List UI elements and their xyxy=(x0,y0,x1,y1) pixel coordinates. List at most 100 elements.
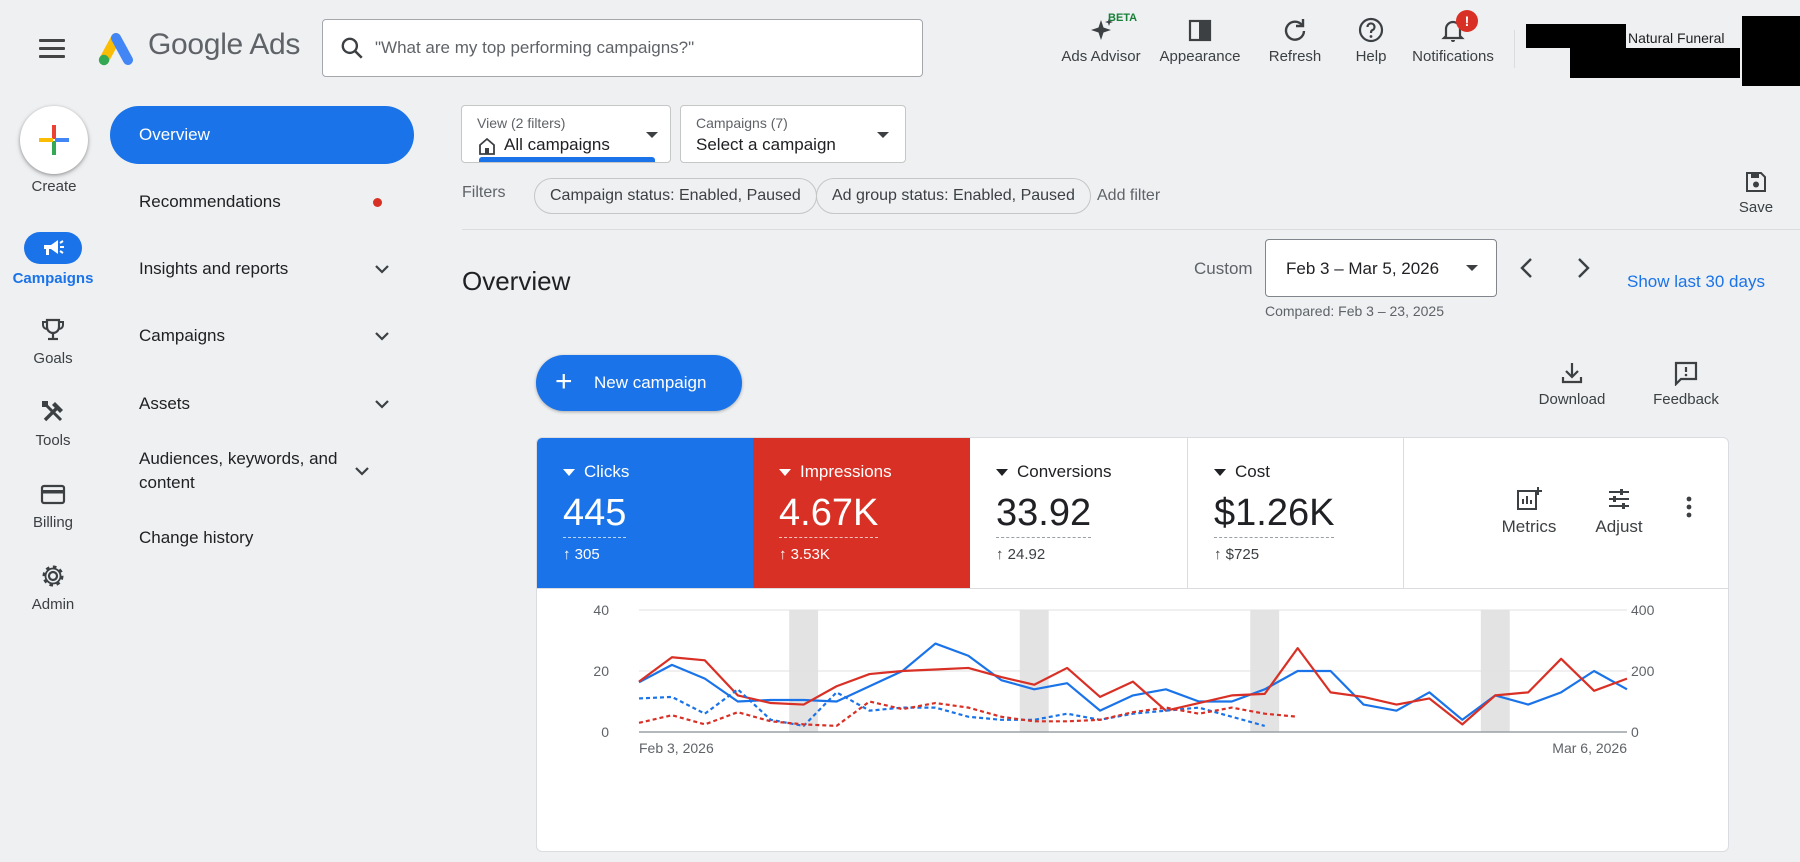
refresh-label: Refresh xyxy=(1268,48,1322,65)
metric-name: Clicks xyxy=(563,462,629,482)
date-range-value: Feb 3 – Mar 5, 2026 xyxy=(1286,259,1440,278)
show-last-30-days-link[interactable]: Show last 30 days xyxy=(1627,272,1765,291)
nav-label: Audiences, keywords, and content xyxy=(139,449,338,492)
caret-down-icon xyxy=(646,132,658,138)
page-title: Overview xyxy=(462,266,571,296)
appearance-button[interactable]: Appearance xyxy=(1156,16,1244,65)
trophy-icon xyxy=(42,318,64,341)
google-ads-logo[interactable] xyxy=(94,28,138,68)
credit-card-icon xyxy=(40,484,66,505)
metric-tile-clicks[interactable]: Clicks 445 ↑ 305 xyxy=(537,438,754,588)
rail-item-goals[interactable]: Goals xyxy=(10,316,96,367)
create-button[interactable] xyxy=(20,106,88,174)
chevron-left-icon[interactable] xyxy=(1516,255,1538,281)
download-label: Download xyxy=(1538,391,1606,408)
save-label: Save xyxy=(1738,199,1774,216)
rail-label: Goals xyxy=(33,350,73,367)
gear-icon xyxy=(42,565,64,587)
megaphone-icon xyxy=(44,240,64,255)
date-range-picker[interactable]: Feb 3 – Mar 5, 2026 xyxy=(1265,239,1497,297)
search-bar[interactable] xyxy=(322,19,923,77)
create-label: Create xyxy=(31,178,77,195)
metric-tile-conversions[interactable]: Conversions 33.92 ↑ 24.92 xyxy=(970,438,1187,588)
metric-tile-cost[interactable]: Cost $1.26K ↑ $725 xyxy=(1188,438,1405,588)
feedback-label: Feedback xyxy=(1653,391,1719,408)
new-campaign-button[interactable]: + New campaign xyxy=(536,355,742,411)
y-left-tick-label: 0 xyxy=(601,724,609,740)
plus-icon xyxy=(39,125,69,155)
notifications-button[interactable]: Notifications xyxy=(1406,16,1500,65)
account-name[interactable]: Natural Funeral xyxy=(1628,30,1725,46)
arrow-up-icon: ↑ xyxy=(779,546,791,563)
adjust-button[interactable]: Adjust xyxy=(1589,486,1649,537)
rail-label: Tools xyxy=(35,432,71,449)
menu-icon[interactable] xyxy=(36,36,68,62)
more-options-icon[interactable] xyxy=(1683,494,1695,520)
caret-down-icon xyxy=(1466,265,1478,271)
notification-dot xyxy=(373,198,382,207)
nav-label: Recommendations xyxy=(139,192,281,211)
refresh-button[interactable]: Refresh xyxy=(1258,16,1332,65)
ads-advisor-button[interactable]: Ads Advisor xyxy=(1046,16,1156,65)
rail-label: Campaigns xyxy=(12,270,94,287)
search-input[interactable] xyxy=(375,34,895,62)
save-icon xyxy=(1746,172,1766,192)
help-label: Help xyxy=(1355,48,1387,65)
download-button[interactable]: Download xyxy=(1532,360,1612,408)
caret-down-icon xyxy=(563,468,575,476)
help-button[interactable]: Help xyxy=(1346,16,1396,65)
filter-chip-campaign-status[interactable]: Campaign status: Enabled, Paused xyxy=(534,178,817,214)
nav-item-campaigns[interactable]: Campaigns xyxy=(110,322,412,350)
metrics-icon xyxy=(1517,487,1542,510)
metrics-button[interactable]: Metrics xyxy=(1497,486,1561,537)
adjust-label: Adjust xyxy=(1595,517,1643,536)
x-end-label: Mar 6, 2026 xyxy=(1552,740,1627,756)
account-avatar[interactable] xyxy=(1742,16,1800,86)
save-button[interactable]: Save xyxy=(1734,170,1778,216)
chevron-right-icon[interactable] xyxy=(1572,255,1594,281)
date-range-type: Custom xyxy=(1194,259,1253,278)
nav-label: Assets xyxy=(139,394,191,413)
tile-divider xyxy=(1187,438,1188,588)
beta-badge: BETA xyxy=(1108,12,1138,24)
y-right-tick-label: 400 xyxy=(1631,602,1655,618)
arrow-up-icon: ↑ xyxy=(996,546,1008,563)
nav-item-change-history[interactable]: Change history xyxy=(110,524,412,552)
metric-value: 445 xyxy=(563,492,627,538)
nav-label: Overview xyxy=(139,125,210,144)
nav-item-audiences[interactable]: Audiences, keywords, and content xyxy=(110,446,412,496)
appearance-label: Appearance xyxy=(1159,48,1241,65)
appearance-icon xyxy=(1188,19,1212,42)
series-line-impressions-compared xyxy=(638,700,1298,727)
metric-tile-impressions[interactable]: Impressions 4.67K ↑ 3.53K xyxy=(753,438,970,588)
help-icon xyxy=(1358,17,1384,43)
rail-item-admin[interactable]: Admin xyxy=(10,562,96,613)
active-indicator xyxy=(479,157,655,162)
nav-item-recommendations[interactable]: Recommendations xyxy=(110,188,412,216)
campaign-selector[interactable]: Campaigns (7) Select a campaign xyxy=(680,105,906,163)
nav-item-assets[interactable]: Assets xyxy=(110,390,412,418)
sparkle-icon xyxy=(1091,18,1113,40)
caret-down-icon xyxy=(877,132,889,138)
rail-item-billing[interactable]: Billing xyxy=(10,480,96,531)
view-dropdown[interactable]: View (2 filters) All campaigns xyxy=(461,105,671,163)
chevron-down-icon xyxy=(375,400,389,409)
rail-item-campaigns[interactable]: Campaigns xyxy=(10,232,96,287)
tools-icon xyxy=(42,401,63,422)
chevron-down-icon xyxy=(355,467,369,476)
divider xyxy=(537,588,1728,589)
header-divider xyxy=(1514,30,1515,68)
add-filter-button[interactable]: Add filter xyxy=(1097,187,1161,204)
rail-item-tools[interactable]: Tools xyxy=(10,398,96,449)
filters-label: Filters xyxy=(462,184,506,201)
series-line-clicks xyxy=(638,642,1628,721)
arrow-up-icon: ↑ xyxy=(1214,546,1226,563)
nav-item-overview[interactable]: Overview xyxy=(110,106,414,164)
filter-chip-ad-group-status[interactable]: Ad group status: Enabled, Paused xyxy=(816,178,1091,214)
metric-delta: ↑ 305 xyxy=(563,546,600,563)
feedback-button[interactable]: Feedback xyxy=(1648,360,1724,408)
caret-down-icon xyxy=(1214,468,1226,476)
nav-item-insights[interactable]: Insights and reports xyxy=(110,255,412,283)
y-right-tick-label: 200 xyxy=(1631,663,1655,679)
y-left-tick-label: 20 xyxy=(593,663,609,679)
